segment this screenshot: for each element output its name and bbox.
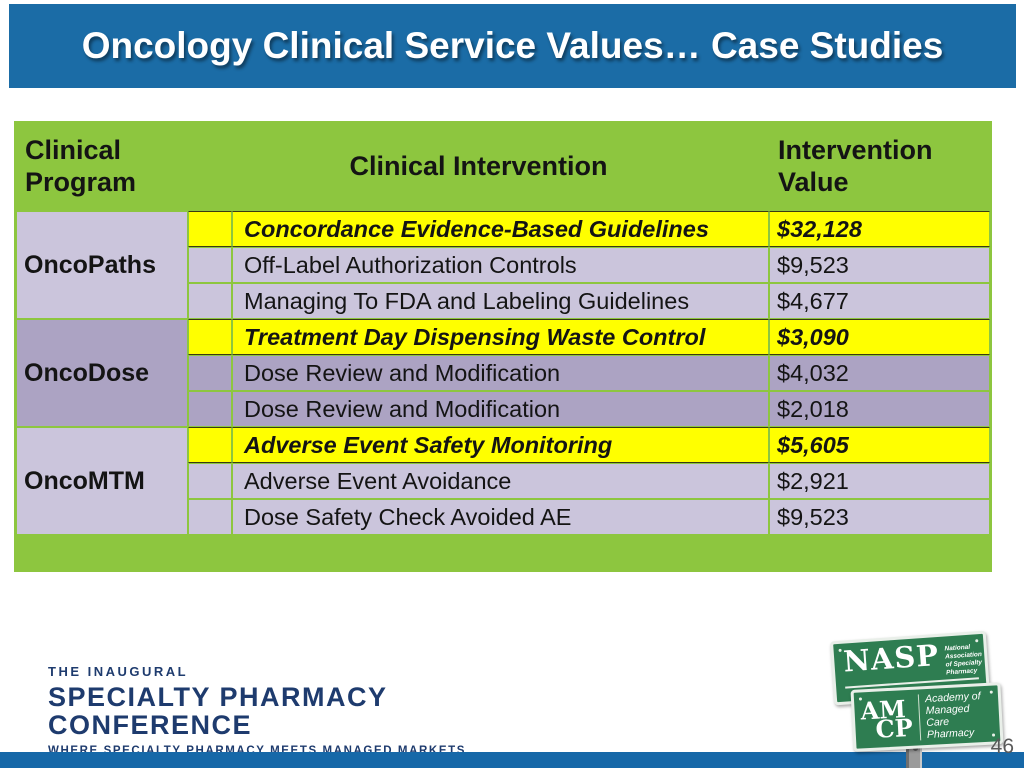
amcp-acronym-bottom: CP [874, 712, 914, 744]
nasp-org-name: National Association of Specialty Pharma… [944, 643, 983, 678]
amcp-org-line2: Managed Care [925, 702, 970, 730]
amcp-org-line3: Pharmacy [926, 726, 975, 742]
intervention-cell: Off-Label Authorization Controls [232, 247, 769, 283]
case-studies-table: Clinical Program Clinical Intervention I… [14, 121, 992, 572]
row-spacer [188, 463, 232, 499]
row-spacer [188, 355, 232, 391]
intervention-cell: Dose Review and Modification [232, 391, 769, 427]
row-spacer [188, 427, 232, 463]
amcp-org-name: Academy of Managed Care Pharmacy [925, 689, 994, 741]
value-cell: $4,032 [769, 355, 990, 391]
intervention-cell: Managing To FDA and Labeling Guidelines [232, 283, 769, 319]
value-cell: $9,523 [769, 499, 990, 535]
amcp-divider-line [917, 694, 922, 741]
page-number: 46 [990, 735, 1014, 758]
sign-bolt [989, 690, 993, 694]
program-cell-oncopaths: OncoPaths [16, 211, 188, 319]
nasp-org-line2: of Specialty Pharmacy [945, 659, 983, 677]
program-cell-oncodose: OncoDose [16, 319, 188, 427]
value-cell: $2,018 [769, 391, 990, 427]
page-title: Oncology Clinical Service Values… Case S… [81, 25, 944, 66]
slide-title-bar: Oncology Clinical Service Values… Case S… [9, 4, 1016, 88]
value-cell: $5,605 [769, 427, 990, 463]
value-cell: $4,677 [769, 283, 990, 319]
intervention-cell: Dose Review and Modification [232, 355, 769, 391]
sign-bolt [838, 648, 842, 652]
row-spacer [188, 499, 232, 535]
program-cell-oncomtm: OncoMTM [16, 427, 188, 535]
amcp-acronym: AM CP [860, 694, 914, 744]
intervention-cell: Adverse Event Safety Monitoring [232, 427, 769, 463]
row-spacer [188, 283, 232, 319]
conference-pretitle: THE INAUGURAL [48, 664, 189, 679]
value-cell: $9,523 [769, 247, 990, 283]
intervention-cell: Dose Safety Check Avoided AE [232, 499, 769, 535]
intervention-cell: Treatment Day Dispensing Waste Control [232, 319, 769, 355]
value-cell: $32,128 [769, 211, 990, 247]
conference-title-line1: SPECIALTY PHARMACY [48, 682, 388, 712]
row-spacer [188, 391, 232, 427]
row-spacer [188, 211, 232, 247]
value-cell: $3,090 [769, 319, 990, 355]
row-spacer [188, 247, 232, 283]
column-header-intervention-value: Intervention Value [769, 123, 990, 211]
intervention-cell: Adverse Event Avoidance [232, 463, 769, 499]
nasp-acronym: NASP [842, 637, 941, 679]
column-header-clinical-program: Clinical Program [16, 123, 188, 211]
table-footer-band [16, 535, 990, 570]
row-spacer [188, 319, 232, 355]
value-cell: $2,921 [769, 463, 990, 499]
sign-bolt [975, 639, 979, 643]
bottom-accent-bar [0, 752, 1024, 768]
amcp-sign-logo: AM CP Academy of Managed Care Pharmacy [850, 682, 1004, 752]
column-header-clinical-intervention: Clinical Intervention [188, 123, 769, 211]
conference-title-line2: CONFERENCE [48, 709, 253, 740]
intervention-cell: Concordance Evidence-Based Guidelines [232, 211, 769, 247]
nasp-org-line1: National Association [944, 643, 983, 661]
specialty-pharmacy-conference-logo: THE INAUGURAL SPECIALTY PHARMACY CONFERE… [48, 664, 466, 757]
